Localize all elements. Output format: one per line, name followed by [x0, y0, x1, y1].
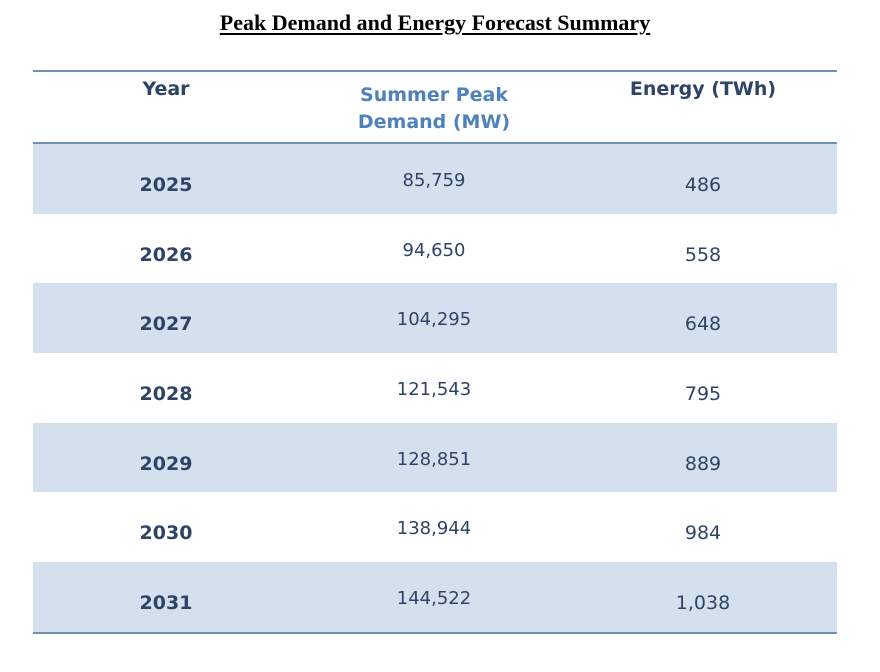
cell-peak: 138,944 — [396, 518, 472, 540]
forecast-table: Year Summer Peak Demand (MW) Energy (TWh… — [33, 70, 837, 634]
cell-energy: 486 — [684, 174, 722, 196]
cell-year: 2026 — [139, 243, 193, 266]
header-summer-peak-demand: Summer Peak Demand (MW) — [299, 82, 569, 136]
table-row: 2031 144,522 1,038 — [33, 562, 837, 632]
cell-year: 2027 — [139, 313, 193, 336]
cell-energy: 984 — [684, 522, 722, 545]
table-header-row: Year Summer Peak Demand (MW) Energy (TWh… — [33, 72, 837, 144]
table-row: 2026 94,650 558 — [33, 214, 837, 284]
header-year: Year — [142, 78, 190, 100]
table-row: 2025 85,759 486 — [33, 144, 837, 214]
cell-year: 2031 — [139, 592, 193, 615]
header-energy: Energy (TWh) — [629, 78, 777, 100]
page-title-text: Peak Demand and Energy Forecast Summary — [219, 10, 651, 35]
cell-peak: 121,543 — [396, 379, 472, 401]
cell-year: 2025 — [139, 174, 193, 196]
page-title: Peak Demand and Energy Forecast Summary — [0, 10, 870, 36]
cell-peak: 85,759 — [402, 170, 466, 191]
table-row: 2030 138,944 984 — [33, 492, 837, 562]
cell-energy: 889 — [684, 452, 722, 475]
cell-peak: 94,650 — [402, 239, 466, 261]
table-row: 2027 104,295 648 — [33, 283, 837, 354]
cell-peak: 128,851 — [396, 448, 472, 470]
header-peak-line1: Summer Peak — [360, 84, 508, 106]
cell-energy: 1,038 — [675, 592, 731, 615]
cell-year: 2029 — [139, 452, 193, 475]
cell-year: 2030 — [139, 522, 193, 545]
cell-energy: 795 — [684, 383, 722, 406]
cell-energy: 558 — [684, 243, 722, 266]
table-row: 2028 121,543 795 — [33, 353, 837, 423]
cell-peak: 144,522 — [396, 588, 472, 610]
table-row: 2029 128,851 889 — [33, 422, 837, 493]
header-peak-line2: Demand (MW) — [357, 111, 511, 133]
cell-peak: 104,295 — [396, 309, 472, 331]
cell-year: 2028 — [139, 383, 193, 406]
cell-energy: 648 — [684, 313, 722, 336]
